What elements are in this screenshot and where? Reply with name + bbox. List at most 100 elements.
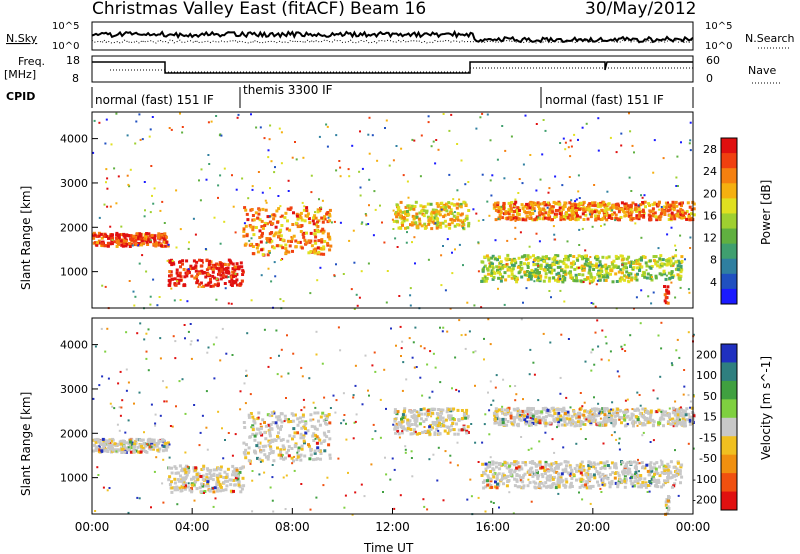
data-cell	[111, 233, 114, 237]
data-cell	[562, 406, 566, 410]
data-cell	[527, 478, 530, 481]
data-cell	[146, 438, 150, 442]
data-cell	[205, 426, 208, 429]
data-cell	[415, 366, 418, 368]
data-cell	[527, 470, 531, 474]
data-cell	[658, 474, 662, 478]
data-cell	[646, 272, 650, 276]
data-cell	[169, 273, 173, 277]
data-cell	[185, 473, 189, 477]
data-cell	[532, 259, 536, 262]
data-cell	[483, 472, 487, 476]
data-cell	[428, 217, 432, 220]
data-cell	[659, 214, 663, 218]
data-cell	[648, 259, 652, 263]
data-cell	[423, 222, 427, 226]
data-cell	[100, 447, 104, 451]
cpid-segment-2: themis 3300 IF	[243, 83, 333, 97]
data-cell	[193, 276, 197, 280]
data-cell	[220, 265, 224, 269]
data-cell	[607, 414, 611, 417]
data-cell	[189, 267, 192, 271]
data-cell	[215, 468, 219, 472]
data-cell	[564, 469, 568, 473]
data-cell	[171, 425, 174, 428]
data-cell	[168, 259, 172, 263]
data-cell	[173, 299, 176, 302]
data-cell	[502, 207, 506, 211]
data-cell	[481, 277, 485, 281]
data-cell	[559, 216, 563, 219]
data-cell	[584, 259, 588, 263]
data-cell	[163, 241, 167, 244]
data-cell	[338, 160, 341, 162]
data-cell	[161, 482, 164, 485]
data-cell	[193, 499, 196, 502]
data-cell	[280, 214, 284, 218]
data-cell	[96, 446, 100, 450]
data-cell	[284, 211, 288, 215]
data-cell	[239, 490, 243, 494]
data-cell	[533, 473, 537, 477]
data-cell	[204, 478, 208, 482]
data-cell	[203, 490, 207, 493]
data-cell	[671, 417, 675, 421]
data-cell	[310, 244, 314, 248]
data-cell	[419, 175, 422, 178]
data-cell	[551, 476, 555, 480]
data-cell	[322, 245, 326, 249]
data-cell	[224, 287, 227, 290]
data-cell	[276, 418, 280, 422]
data-cell	[612, 265, 616, 269]
data-cell	[419, 408, 423, 412]
data-cell	[358, 296, 361, 299]
data-cell	[610, 413, 614, 417]
data-cell	[578, 477, 582, 481]
data-cell	[616, 256, 620, 260]
data-cell	[106, 244, 110, 248]
data-cell	[489, 477, 493, 481]
data-cell	[653, 211, 657, 215]
data-cell	[440, 284, 443, 287]
data-cell	[474, 441, 477, 444]
data-cell	[573, 133, 576, 136]
data-cell	[572, 255, 576, 258]
data-cell	[649, 274, 653, 278]
data-cell	[556, 265, 560, 269]
data-cell	[530, 466, 534, 470]
data-cell	[260, 274, 263, 277]
data-cell	[673, 482, 677, 486]
data-cell	[537, 273, 541, 277]
data-cell	[466, 416, 470, 420]
data-cell	[577, 266, 580, 269]
data-cell	[591, 201, 594, 205]
data-cell	[301, 436, 305, 440]
nsky-label: N.Sky	[6, 32, 38, 45]
data-cell	[562, 470, 566, 474]
data-cell	[251, 188, 254, 191]
data-cell	[187, 469, 191, 473]
data-cell	[582, 483, 586, 487]
data-cell	[491, 266, 495, 270]
data-cell	[516, 265, 520, 269]
data-cell	[512, 216, 516, 220]
data-cell	[543, 472, 547, 475]
data-cell	[678, 261, 682, 265]
nave-tick-top: 60	[706, 54, 720, 67]
data-cell	[601, 478, 605, 482]
data-cell	[692, 207, 696, 211]
data-cell	[449, 414, 453, 418]
data-cell	[408, 409, 411, 413]
data-cell	[398, 295, 401, 297]
data-cell	[206, 272, 210, 276]
data-cell	[219, 465, 223, 469]
data-cell	[591, 413, 594, 416]
data-cell	[105, 181, 107, 184]
data-cell	[486, 465, 490, 469]
data-cell	[609, 272, 612, 276]
data-cell	[541, 475, 545, 479]
data-cell	[271, 464, 274, 466]
data-cell	[516, 424, 520, 428]
data-cell	[548, 478, 552, 482]
data-cell	[122, 441, 126, 445]
